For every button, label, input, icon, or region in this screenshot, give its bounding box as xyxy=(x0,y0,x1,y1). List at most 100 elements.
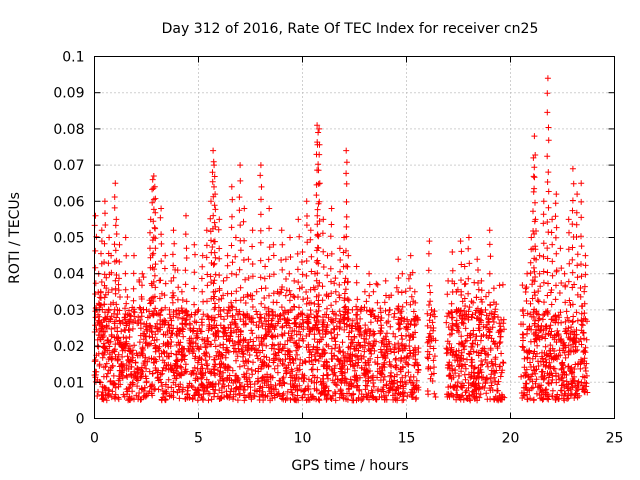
data-point xyxy=(562,390,569,397)
data-point xyxy=(552,200,559,207)
data-point xyxy=(378,364,385,371)
data-point xyxy=(563,308,570,315)
data-point xyxy=(342,369,348,376)
data-point xyxy=(262,285,269,292)
data-point xyxy=(574,317,581,324)
data-point xyxy=(139,344,146,351)
data-point xyxy=(248,327,255,334)
data-point xyxy=(547,342,554,349)
data-point xyxy=(237,162,244,169)
data-point xyxy=(126,307,132,314)
data-point xyxy=(291,327,298,334)
data-point xyxy=(571,373,578,380)
data-point xyxy=(291,320,298,327)
data-point xyxy=(138,364,145,371)
data-point xyxy=(199,322,206,328)
data-point xyxy=(485,289,492,296)
data-point xyxy=(478,287,485,294)
data-point xyxy=(458,248,465,255)
data-point xyxy=(113,231,120,237)
data-point xyxy=(192,251,198,258)
data-point xyxy=(377,309,384,316)
data-point xyxy=(382,333,389,340)
data-point xyxy=(225,382,232,389)
data-point xyxy=(304,385,311,392)
data-point xyxy=(286,270,293,277)
data-point xyxy=(331,335,338,342)
data-point xyxy=(395,306,402,313)
data-point xyxy=(182,368,189,375)
data-point xyxy=(469,391,475,398)
data-point xyxy=(112,180,119,187)
data-point xyxy=(287,359,294,366)
data-point xyxy=(341,326,348,333)
data-point xyxy=(284,395,291,402)
data-point xyxy=(341,314,348,321)
data-point xyxy=(236,207,243,214)
data-point xyxy=(479,299,486,305)
data-point xyxy=(461,342,468,349)
data-point xyxy=(140,336,147,343)
data-point xyxy=(558,375,565,382)
data-point xyxy=(205,313,212,320)
data-point xyxy=(249,304,256,310)
data-point xyxy=(170,274,177,281)
data-point xyxy=(349,317,356,324)
data-point xyxy=(274,369,281,376)
data-point xyxy=(534,342,541,349)
data-point xyxy=(449,314,456,321)
data-point xyxy=(212,288,219,295)
data-point xyxy=(452,367,459,373)
data-point xyxy=(571,395,578,401)
data-point xyxy=(328,302,335,309)
data-point xyxy=(461,263,468,270)
data-point xyxy=(552,355,559,361)
data-point xyxy=(475,267,481,273)
y-tick-label: 0.04 xyxy=(53,267,84,283)
data-point xyxy=(562,318,569,325)
data-point xyxy=(353,263,360,270)
data-point xyxy=(127,348,134,355)
data-point xyxy=(142,323,149,330)
data-point xyxy=(158,306,165,313)
data-point xyxy=(269,334,276,341)
data-point xyxy=(236,266,243,273)
data-point xyxy=(486,270,493,277)
data-point xyxy=(127,356,134,363)
data-point xyxy=(323,396,330,403)
data-point xyxy=(212,304,219,311)
data-point xyxy=(430,311,437,318)
data-point xyxy=(257,227,264,234)
data-point xyxy=(582,316,589,323)
data-point xyxy=(569,221,576,228)
data-point xyxy=(248,345,255,352)
data-point xyxy=(569,284,576,291)
data-point xyxy=(278,257,285,263)
data-point xyxy=(110,372,117,379)
data-point xyxy=(160,331,167,338)
data-point xyxy=(574,191,581,198)
data-point xyxy=(189,396,196,403)
data-point xyxy=(320,216,327,223)
data-point xyxy=(546,371,553,378)
data-point xyxy=(210,212,217,219)
data-point xyxy=(158,379,165,386)
data-point xyxy=(288,332,295,339)
data-point xyxy=(405,332,412,339)
data-point xyxy=(410,308,417,315)
data-point xyxy=(266,292,272,299)
data-point xyxy=(111,194,118,200)
data-point xyxy=(474,397,481,404)
data-point xyxy=(363,298,370,305)
data-point xyxy=(369,389,376,396)
data-point xyxy=(102,363,109,370)
data-point xyxy=(404,316,411,323)
data-point xyxy=(470,340,476,347)
data-point xyxy=(228,290,235,297)
data-point xyxy=(97,327,104,334)
data-point xyxy=(101,198,108,205)
data-point xyxy=(344,366,351,373)
data-point xyxy=(166,306,173,313)
data-point xyxy=(332,341,339,348)
data-point xyxy=(215,353,222,360)
